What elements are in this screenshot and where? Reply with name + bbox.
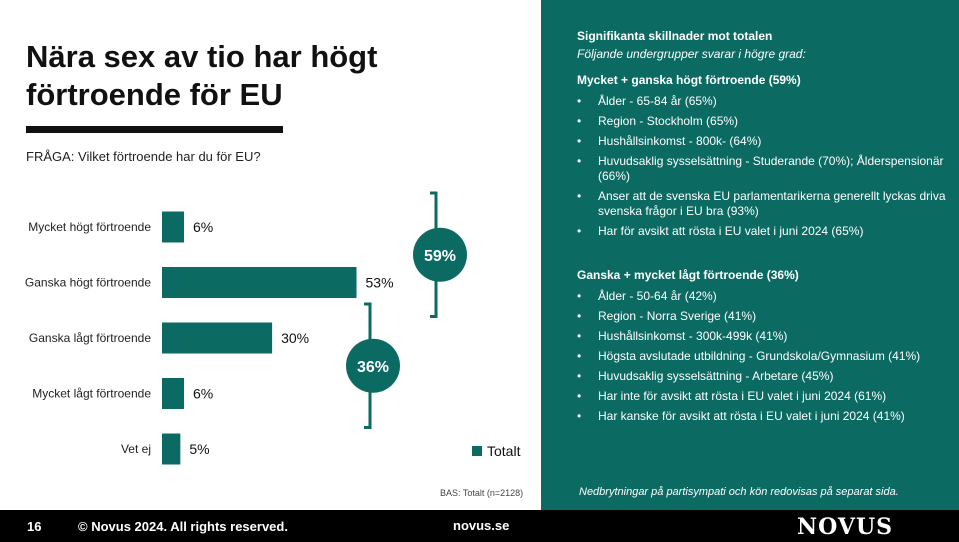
value-label: 5%: [189, 441, 209, 457]
panel-heading: Signifikanta skillnader mot totalen: [577, 29, 773, 43]
value-label: 6%: [193, 386, 213, 402]
value-label: 6%: [193, 219, 213, 235]
group-total-label: 59%: [424, 248, 456, 265]
bar: [162, 322, 273, 354]
footer-bar: 16 © Novus 2024. All rights reserved. no…: [0, 510, 959, 542]
group-total-label: 36%: [357, 359, 389, 376]
website-link[interactable]: novus.se: [453, 518, 510, 533]
group-title-low: Ganska + mycket lågt förtroende (36%): [577, 268, 799, 282]
bar: [162, 267, 357, 298]
list-item: Högsta avslutade utbildning - Grundskola…: [577, 349, 947, 364]
panel-footnote: Nedbrytningar på partisympati och kön re…: [579, 486, 899, 498]
panel-subheading: Följande undergrupper svarar i högre gra…: [577, 47, 806, 61]
value-label: 53%: [366, 275, 394, 291]
list-item: Har inte för avsikt att rösta i EU valet…: [577, 389, 947, 404]
question-text: FRÅGA: Vilket förtroende har du för EU?: [26, 149, 261, 164]
list-item: Huvudsaklig sysselsättning - Studerande …: [577, 154, 947, 184]
legend-label: Totalt: [487, 443, 521, 459]
insights-panel: Signifikanta skillnader mot totalen Följ…: [541, 0, 959, 510]
group-list-low: Ålder - 50-64 år (42%) Region - Norra Sve…: [577, 289, 947, 429]
list-item: Ålder - 50-64 år (42%): [577, 289, 947, 304]
group-total-circle: [346, 338, 400, 393]
bar: [162, 433, 181, 465]
group-list-high: Ålder - 65-84 år (65%) Region - Stockholm…: [577, 94, 947, 244]
value-label: 30%: [281, 330, 309, 346]
list-item: Anser att de svenska EU parlamentarikern…: [577, 189, 947, 219]
bar: [162, 378, 185, 409]
bar: [162, 211, 185, 243]
list-item: Region - Stockholm (65%): [577, 114, 947, 129]
chart-legend: Totalt: [472, 443, 520, 459]
list-item: Hushållsinkomst - 800k- (64%): [577, 134, 947, 149]
bar-chart: Mycket högt förtroende 6% Ganska högt fört…: [25, 191, 467, 465]
novus-logo: NOVUS: [797, 514, 894, 540]
base-note: BAS: Totalt (n=2128): [440, 488, 524, 498]
list-item: Region - Norra Sverige (41%): [577, 309, 947, 324]
category-label: Ganska lågt förtroende: [29, 331, 151, 345]
group-title-high: Mycket + ganska högt förtroende (59%): [577, 73, 801, 87]
legend-swatch: [472, 446, 482, 456]
category-label: Mycket högt förtroende: [28, 220, 151, 234]
category-label: Ganska högt förtroende: [25, 276, 151, 290]
title-underline: [26, 126, 283, 133]
chart-panel: Nära sex av tio har högt förtroende för …: [24, 39, 524, 498]
copyright: © Novus 2024. All rights reserved.: [78, 519, 288, 534]
list-item: Har för avsikt att rösta i EU valet i ju…: [577, 224, 947, 239]
group-total-circle: [413, 227, 467, 282]
list-item: Huvudsaklig sysselsättning - Arbetare (4…: [577, 369, 947, 384]
category-label: Mycket lågt förtroende: [32, 387, 151, 401]
list-item: Hushållsinkomst - 300k-499k (41%): [577, 329, 947, 344]
page-title: Nära sex av tio har högt förtroende för …: [26, 39, 378, 112]
page-number: 16: [27, 519, 42, 534]
list-item: Har kanske för avsikt att rösta i EU val…: [577, 409, 947, 424]
category-label: Vet ej: [121, 442, 151, 456]
list-item: Ålder - 65-84 år (65%): [577, 94, 947, 109]
